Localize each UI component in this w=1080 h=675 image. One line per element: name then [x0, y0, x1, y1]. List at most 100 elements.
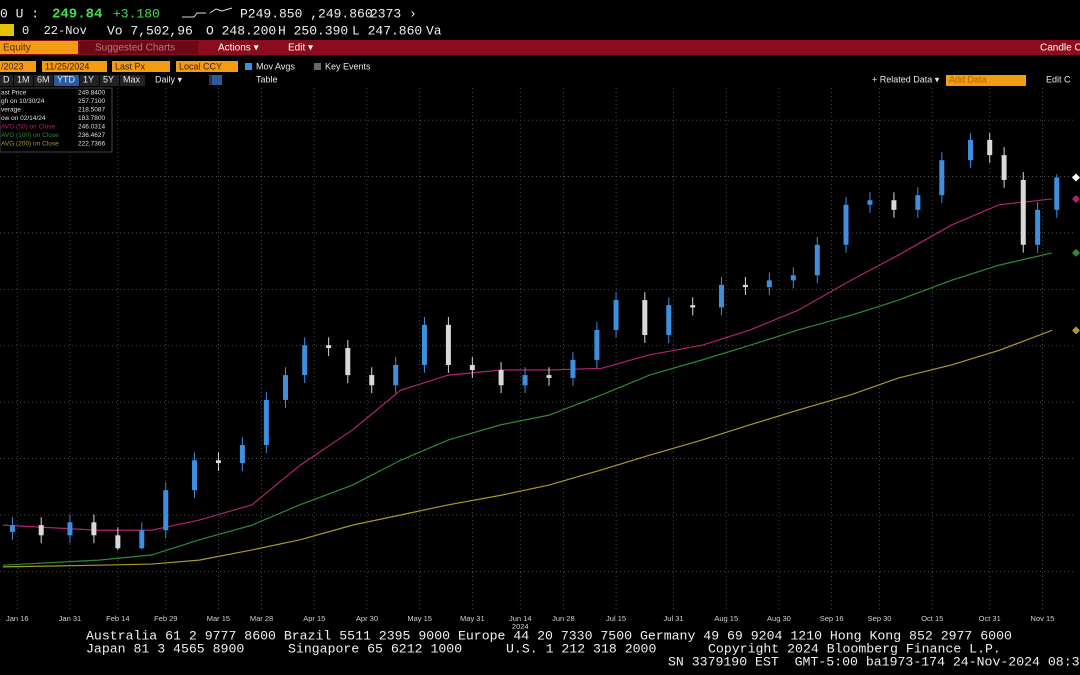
- x-tick-label: Jul 15: [606, 614, 626, 623]
- candle-body: [67, 522, 73, 536]
- x-tick-label: Aug 30: [767, 614, 791, 623]
- currency-box[interactable]: [176, 61, 238, 72]
- candle-body: [690, 305, 696, 308]
- value: Va: [426, 23, 442, 38]
- legend-label: gh on 10/30/24: [1, 98, 45, 105]
- low: L 247.860: [352, 23, 422, 38]
- checkbox[interactable]: [314, 63, 321, 70]
- open: O 248.200: [206, 23, 276, 38]
- x-tick-label: Apr 15: [303, 614, 325, 623]
- legend-label: AVG (100) on Close: [1, 132, 59, 139]
- legend-value: 183.7800: [78, 115, 105, 122]
- x-tick-label: Aug 15: [714, 614, 738, 623]
- x-tick-label: Feb 14: [106, 614, 129, 623]
- last-price: 249.84: [52, 7, 102, 23]
- suggested-box[interactable]: [80, 41, 198, 54]
- x-tick-label: Jan 16: [6, 614, 29, 623]
- x-tick-label: Jun 14: [509, 614, 532, 623]
- field: Last Px: [115, 61, 146, 71]
- chart-type[interactable]: Candle C: [1040, 43, 1080, 54]
- related-data[interactable]: + Related Data ▾: [872, 74, 940, 84]
- period-label: Max: [123, 74, 141, 84]
- period-tab[interactable]: [14, 75, 33, 86]
- table[interactable]: Table: [256, 74, 278, 84]
- x-tick-label: Jun 28: [552, 614, 575, 623]
- volume: Vo 7,502,96: [107, 23, 193, 38]
- candle-body: [421, 324, 427, 365]
- candle-body: [283, 375, 289, 400]
- candle-body: [891, 200, 897, 210]
- actions[interactable]: Actions ▾: [218, 43, 259, 54]
- candle-body: [498, 370, 504, 386]
- period-label: 1Y: [83, 74, 94, 84]
- field-box[interactable]: [112, 61, 170, 72]
- legend-box: [0, 87, 113, 153]
- legend-value: 218.5087: [78, 107, 105, 114]
- sparkline-icon: [182, 7, 233, 18]
- candle-body: [115, 535, 121, 549]
- candle-body: [613, 300, 619, 330]
- candle-body: [666, 305, 672, 336]
- x-axis-year: 2024: [512, 622, 529, 631]
- candle-body: [642, 300, 648, 336]
- period-tab[interactable]: [120, 75, 145, 86]
- candle-body: [239, 445, 245, 464]
- candle-body: [546, 375, 552, 378]
- candle-body: [939, 160, 945, 196]
- key-events[interactable]: Key Events: [325, 61, 371, 71]
- frequency[interactable]: Daily ▾: [155, 74, 183, 84]
- moving-average: [2, 329, 1053, 568]
- footer-line: Australia 61 2 9777 8600 Brazil 5511 239…: [86, 628, 1012, 643]
- candle-body: [987, 139, 993, 156]
- yellow-icon[interactable]: [0, 24, 14, 36]
- checkbox[interactable]: [245, 63, 252, 70]
- edit-menu[interactable]: Edit ▾: [288, 43, 313, 54]
- edit-chart[interactable]: Edit C: [1046, 74, 1071, 84]
- moving-average: [2, 252, 1053, 566]
- candle-body: [1035, 209, 1041, 245]
- legend-value: 222.7366: [78, 141, 105, 148]
- legend-label: ast Price: [1, 90, 27, 97]
- legend-label: ow on 02/14/24: [1, 115, 46, 122]
- candle-body: [191, 460, 197, 491]
- add-data-box[interactable]: [946, 75, 1026, 86]
- candle-body: [163, 490, 169, 531]
- candle-body: [38, 525, 44, 536]
- security: Equity: [3, 43, 31, 54]
- candle-body: [814, 244, 820, 276]
- legend-value: 236.4627: [78, 132, 105, 139]
- date: 0 22-Nov: [22, 24, 87, 38]
- end-box[interactable]: [42, 61, 107, 72]
- period-tab[interactable]: [34, 75, 53, 86]
- currency: Local CCY: [179, 61, 222, 71]
- candle-body: [345, 348, 351, 376]
- last-value-marker: [1072, 248, 1080, 257]
- candle-body: [445, 324, 451, 365]
- period-tabs: D 1M 6M YTD 1Y 5Y Max: [0, 74, 145, 86]
- period-label: YTD: [57, 74, 76, 84]
- period-label: 6M: [37, 74, 50, 84]
- period-label: D: [3, 74, 10, 84]
- end-date: 11/25/2024: [45, 61, 89, 71]
- period-tab[interactable]: [0, 75, 13, 86]
- candle-body: [469, 364, 475, 371]
- candle-body: [263, 399, 269, 446]
- start-box[interactable]: [0, 61, 36, 72]
- candle-body: [1054, 177, 1060, 210]
- period-tab[interactable]: [80, 75, 99, 86]
- period-label: 5Y: [103, 74, 114, 84]
- tool-icon[interactable]: [212, 75, 222, 85]
- period-tab[interactable]: [54, 75, 79, 86]
- x-tick-label: Sep 30: [868, 614, 892, 623]
- candle-body: [915, 195, 921, 210]
- candle-body: [968, 139, 974, 161]
- x-tick-label: Feb 29: [154, 614, 177, 623]
- candle-body: [718, 284, 724, 308]
- plot: Jan 16 Jan 31 Feb 14 Feb 29 Mar 15 Mar 28 Apr …: [0, 88, 1080, 631]
- footer-line: U.S. 1 212 318 2000: [506, 641, 656, 656]
- candle-body: [302, 345, 308, 376]
- candle-body: [91, 522, 97, 536]
- period-tab[interactable]: [100, 75, 119, 86]
- mov-avgs[interactable]: Mov Avgs: [256, 61, 295, 71]
- security-box[interactable]: [0, 41, 78, 54]
